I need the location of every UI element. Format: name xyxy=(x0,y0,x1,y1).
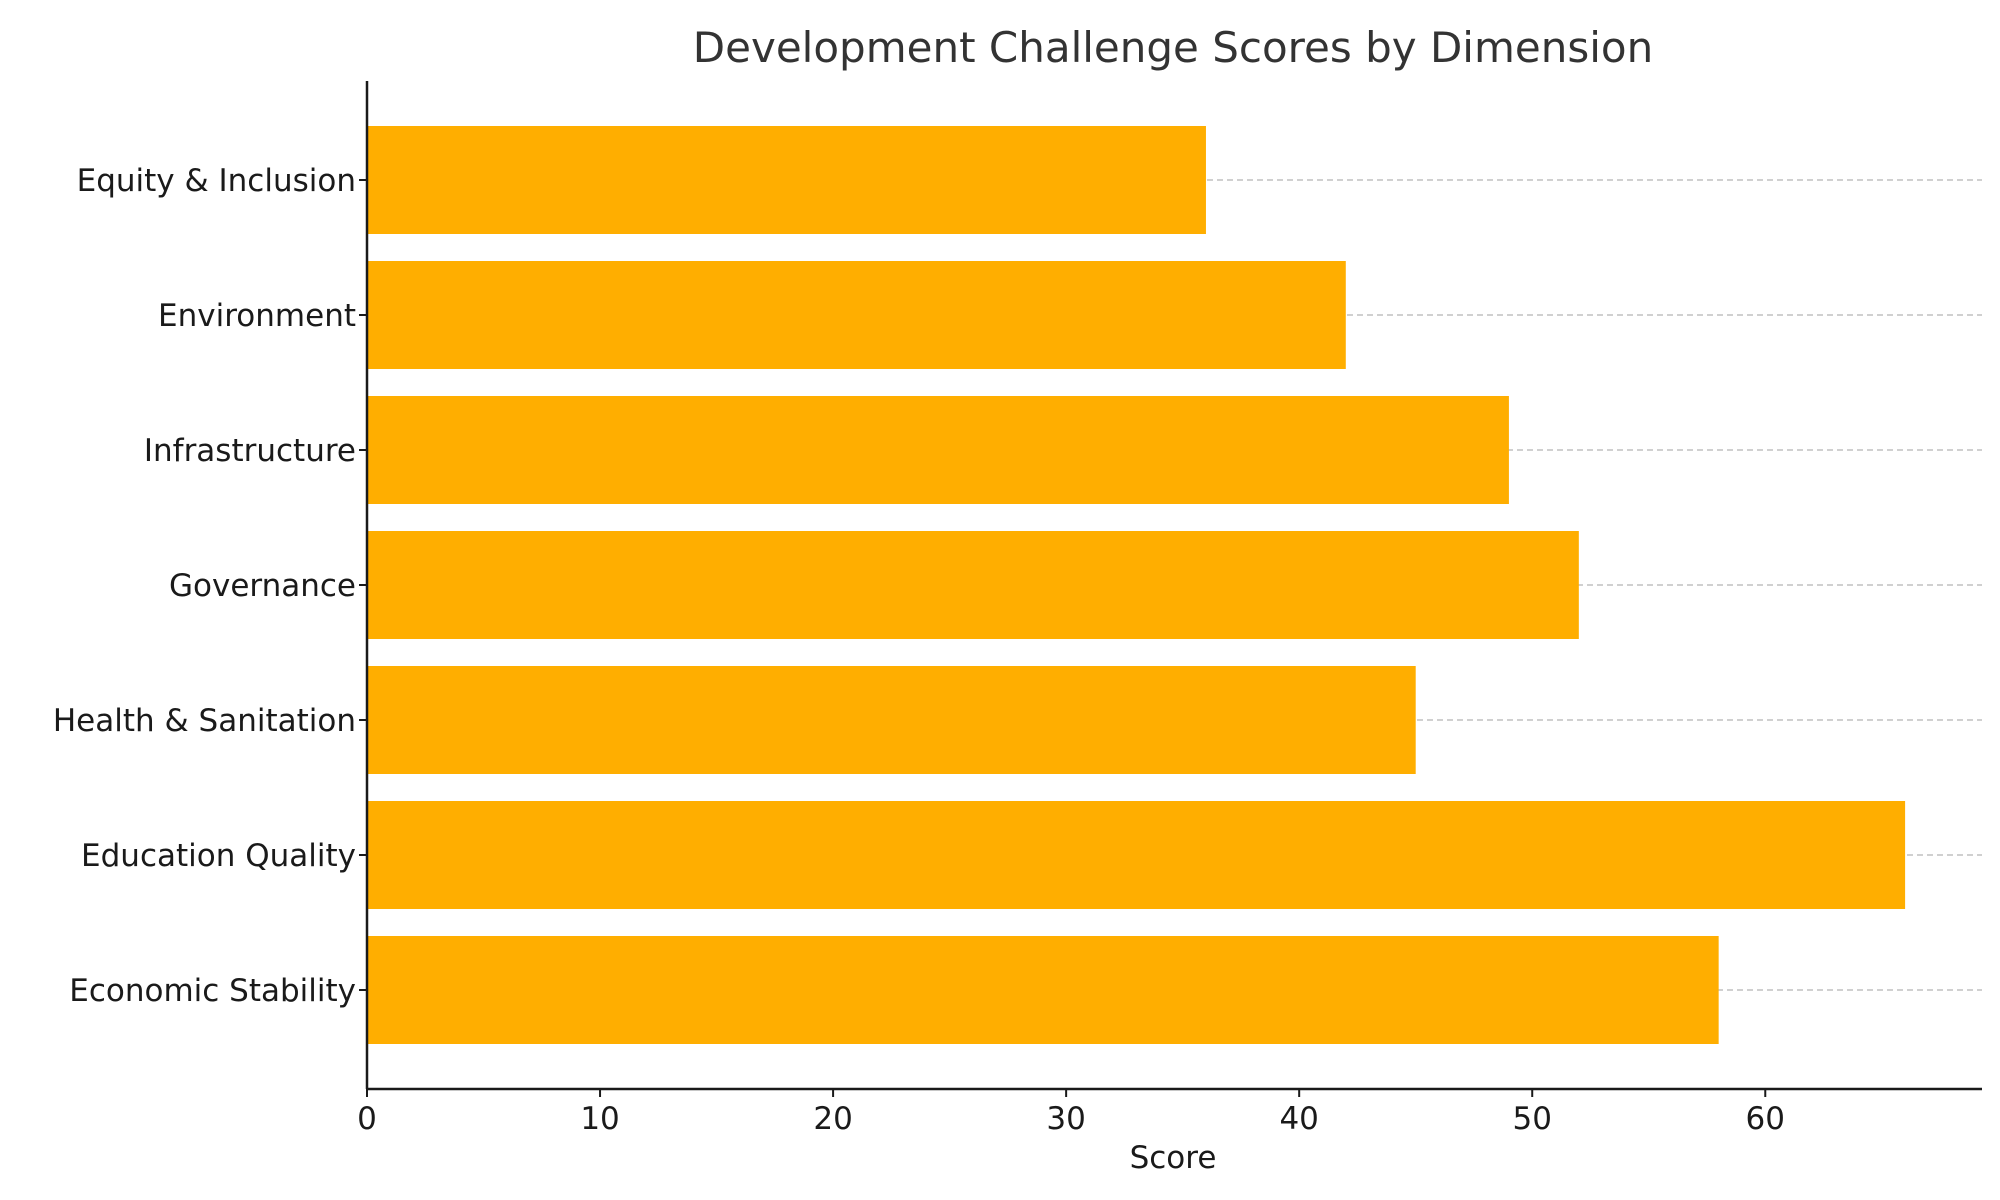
category-label: Governance xyxy=(169,568,356,604)
x-tick-label: 10 xyxy=(580,1101,619,1137)
category-label: Economic Stability xyxy=(69,973,356,1009)
category-label: Environment xyxy=(158,298,356,334)
bar xyxy=(367,396,1509,504)
chart-title: Development Challenge Scores by Dimensio… xyxy=(693,23,1653,72)
x-tick-label: 20 xyxy=(813,1101,852,1137)
bar xyxy=(367,666,1416,774)
bar xyxy=(367,801,1906,909)
x-tick-label: 0 xyxy=(357,1101,377,1137)
category-label: Education Quality xyxy=(81,838,356,874)
x-axis-label: Score xyxy=(1130,1140,1217,1176)
category-label: Health & Sanitation xyxy=(53,703,356,739)
y-tick-labels: Economic Stability Education Quality Healt… xyxy=(53,163,367,1009)
category-label: Infrastructure xyxy=(144,433,356,469)
x-tick-label: 50 xyxy=(1512,1101,1551,1137)
bars xyxy=(367,126,1906,1044)
bar xyxy=(367,531,1579,639)
x-tick-label: 30 xyxy=(1046,1101,1085,1137)
bar xyxy=(367,261,1346,369)
category-label: Equity & Inclusion xyxy=(77,163,356,199)
bar xyxy=(367,126,1206,234)
x-tick-label: 60 xyxy=(1746,1101,1785,1137)
bar xyxy=(367,936,1719,1044)
x-tick-label: 40 xyxy=(1279,1101,1318,1137)
x-tick-labels: 0 10 20 30 40 50 60 xyxy=(357,1089,1785,1137)
